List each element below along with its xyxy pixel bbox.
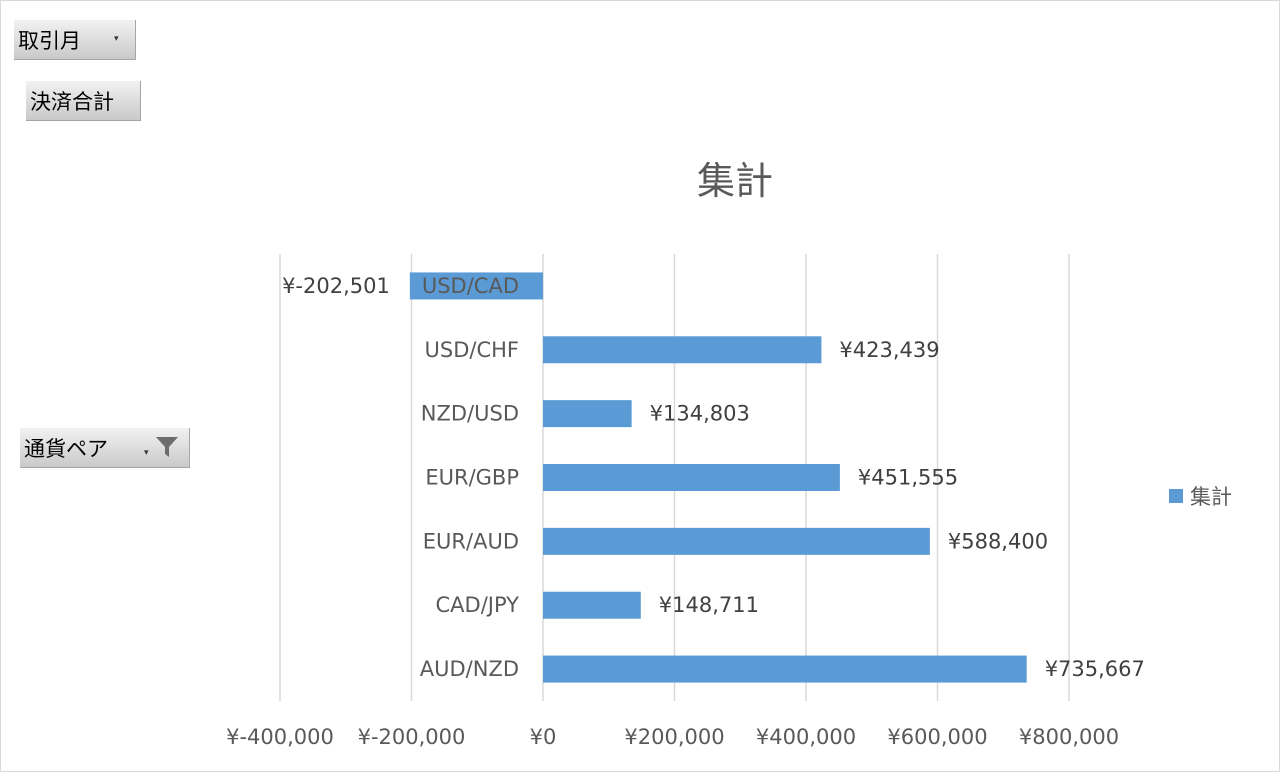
data-label: ¥134,803 bbox=[650, 402, 750, 426]
category-label: NZD/USD bbox=[421, 402, 519, 426]
bar bbox=[543, 655, 1027, 683]
legend: 集計 bbox=[1169, 485, 1232, 509]
bars bbox=[409, 272, 1027, 683]
category-label: USD/CHF bbox=[425, 338, 519, 362]
chart-title: 集計 bbox=[697, 159, 773, 203]
x-tick-label: ¥800,000 bbox=[1019, 725, 1119, 749]
data-label: ¥-202,501 bbox=[282, 274, 390, 298]
x-tick-label: ¥0 bbox=[530, 725, 557, 749]
data-label: ¥588,400 bbox=[948, 529, 1048, 553]
filter-funnel-icon[interactable] bbox=[154, 434, 180, 460]
bar bbox=[543, 527, 930, 555]
bar bbox=[409, 272, 543, 300]
bar bbox=[543, 464, 840, 491]
category-label: EUR/AUD bbox=[423, 529, 519, 553]
dropdown-arrow-icon[interactable]: ▾ bbox=[144, 448, 149, 458]
data-label: ¥148,711 bbox=[659, 593, 759, 617]
bar bbox=[543, 336, 822, 364]
axis-field-label: 通貨ペア bbox=[24, 436, 108, 461]
category-label: EUR/GBP bbox=[425, 466, 519, 490]
data-label: ¥735,667 bbox=[1045, 657, 1145, 681]
category-label: USD/CAD bbox=[422, 274, 519, 298]
filter-field-label: 取引月 bbox=[18, 28, 81, 53]
bar bbox=[543, 400, 632, 428]
data-label: ¥423,439 bbox=[839, 338, 939, 362]
x-tick-label: ¥400,000 bbox=[756, 725, 856, 749]
x-tick-label: ¥-400,000 bbox=[226, 725, 334, 749]
x-tick-label: ¥200,000 bbox=[624, 725, 724, 749]
value-field-button[interactable]: 決済合計 bbox=[26, 81, 141, 121]
legend-label: 集計 bbox=[1190, 485, 1232, 509]
bar bbox=[543, 591, 641, 619]
axis-field-button[interactable]: 通貨ペア ▾ bbox=[20, 428, 190, 468]
category-label: CAD/JPY bbox=[436, 593, 520, 617]
x-tick-label: ¥-200,000 bbox=[358, 725, 466, 749]
x-tick-label: ¥600,000 bbox=[887, 725, 987, 749]
filter-field-button[interactable]: 取引月 ▾ bbox=[14, 20, 136, 60]
dropdown-arrow-icon[interactable]: ▾ bbox=[114, 34, 119, 44]
legend-swatch bbox=[1169, 489, 1183, 503]
value-field-label: 決済合計 bbox=[30, 89, 114, 114]
labels: ¥-400,000 ¥-200,000 ¥0 ¥200,000 ¥400,000 ¥600… bbox=[226, 274, 1145, 749]
category-label: AUD/NZD bbox=[420, 657, 519, 681]
data-label: ¥451,555 bbox=[858, 466, 958, 490]
